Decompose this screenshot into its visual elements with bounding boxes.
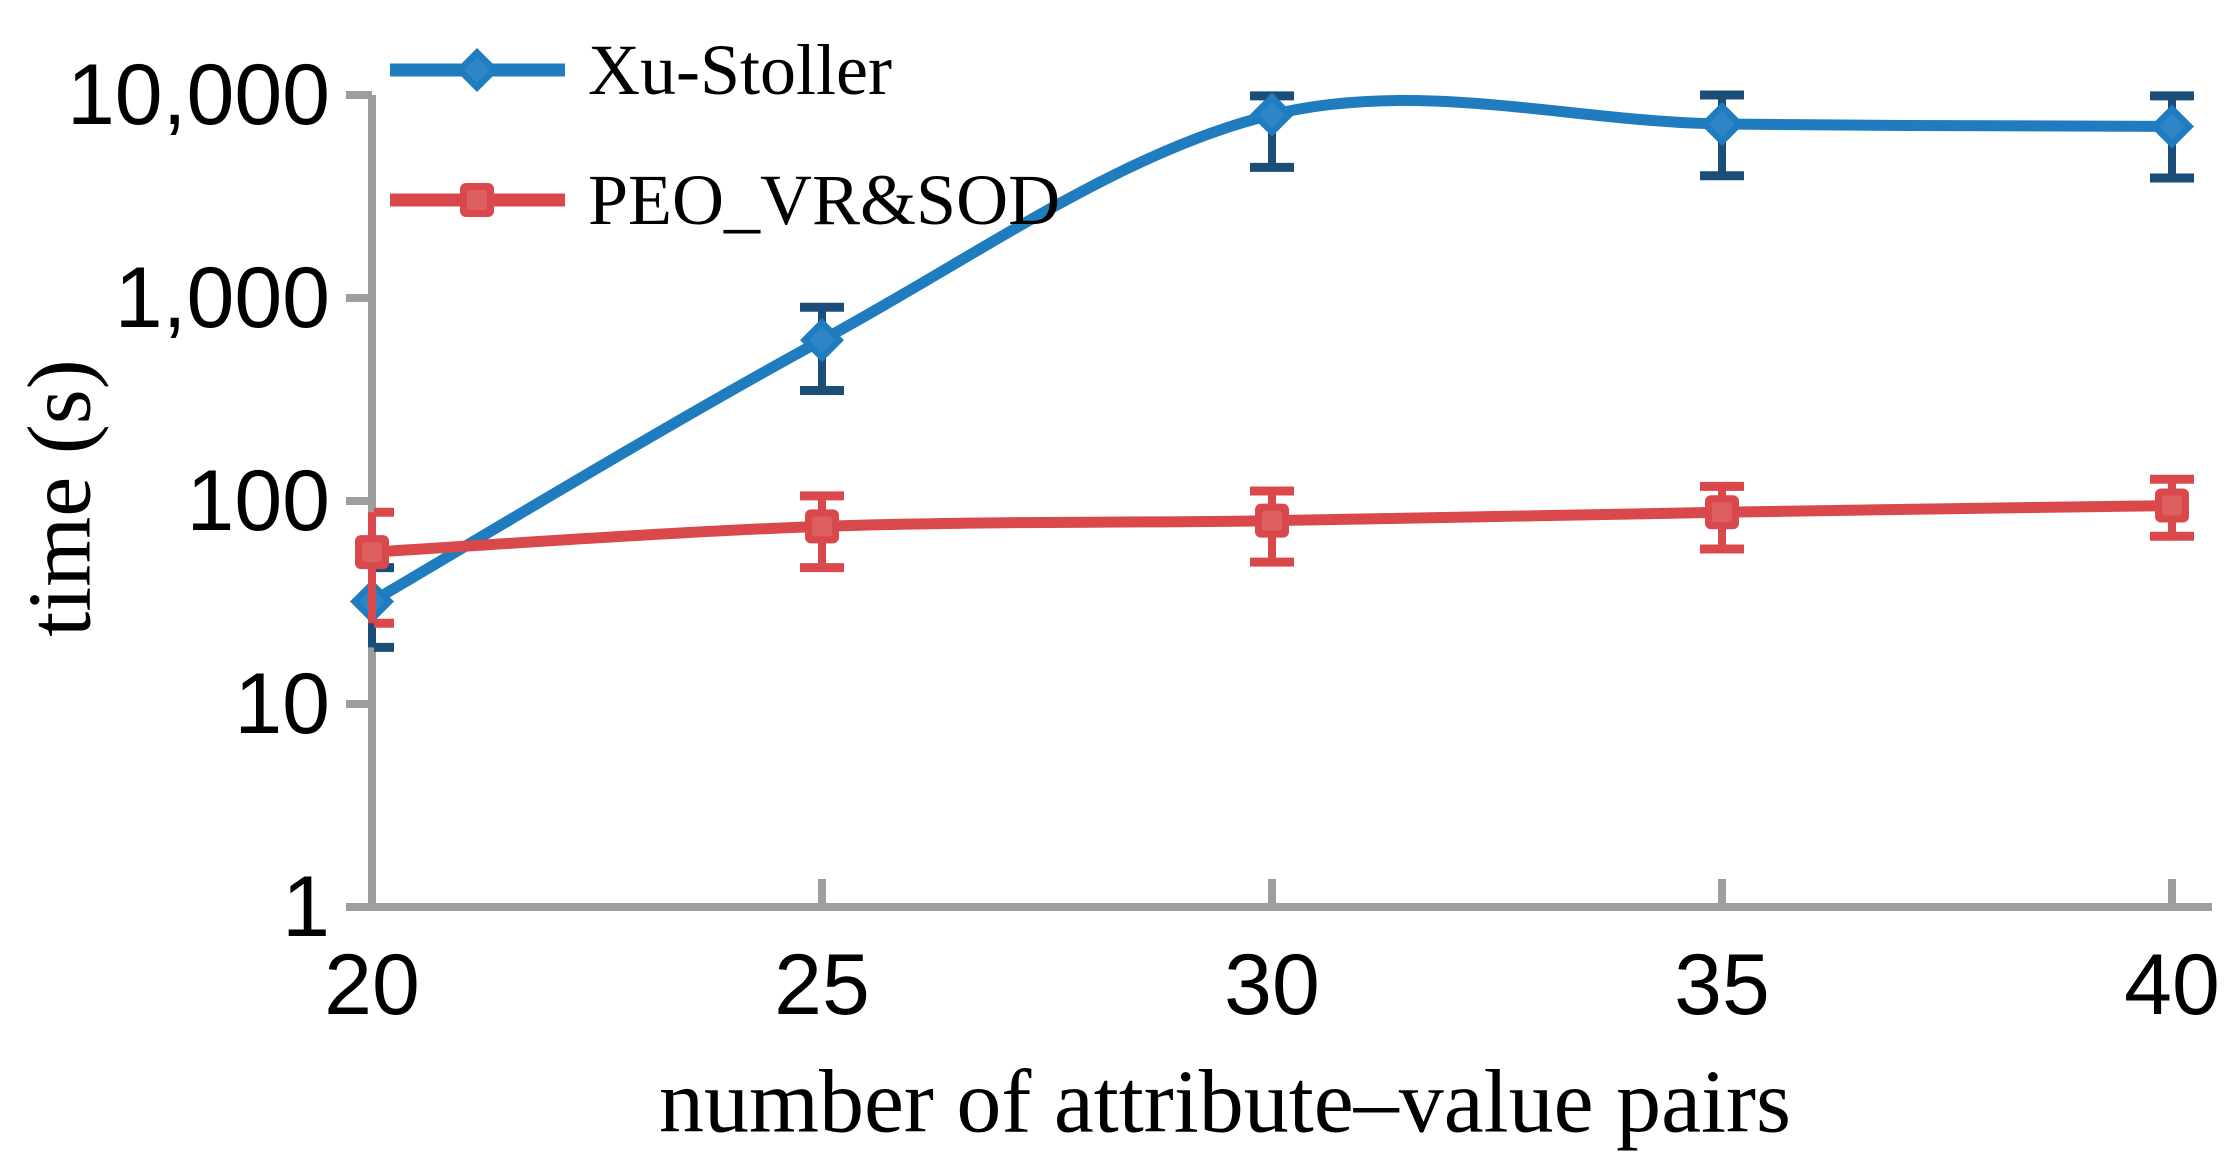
legend-entry-xu-stoller: Xu-Stoller (390, 30, 892, 110)
y-tick-label: 10,000 (67, 47, 330, 143)
marker-square-inner (1262, 510, 1282, 531)
x-tick-label: 20 (324, 937, 420, 1033)
y-tick-label: 1,000 (115, 250, 330, 346)
legend-label-xu-stoller: Xu-Stoller (588, 30, 892, 110)
x-tick-label: 40 (2124, 937, 2220, 1033)
legend: Xu-Stoller PEO_VR&SOD (390, 30, 1060, 240)
plot-area (350, 90, 2194, 652)
marker-square-inner (362, 542, 382, 563)
legend-marker-diamond-inner (464, 57, 490, 83)
marker-diamond-inner (2159, 113, 2185, 140)
marker-diamond-inner (1709, 110, 1735, 137)
y-tick-label: 1 (282, 859, 330, 955)
y-tick-label: 100 (187, 453, 331, 549)
legend-entry-peo-vr-sod: PEO_VR&SOD (390, 160, 1060, 240)
marker-square-inner (1712, 502, 1732, 523)
marker-square-inner (812, 516, 832, 537)
series-peo-vr-sod (355, 474, 2194, 628)
x-tick-label: 25 (774, 937, 870, 1033)
x-tick-label: 35 (1674, 937, 1770, 1033)
marker-diamond-inner (809, 327, 835, 354)
x-axis-title: number of attribute–value pairs (659, 1053, 1791, 1152)
marker-square-inner (2162, 495, 2182, 516)
axes: 10,000 1,000 100 10 120 25 30 35 40 (67, 47, 2220, 1033)
legend-marker-square-inner (467, 190, 487, 210)
legend-label-peo-vr-sod: PEO_VR&SOD (588, 160, 1060, 240)
y-axis-title: time (s) (11, 359, 110, 636)
y-tick-label: 10 (234, 656, 330, 752)
x-tick-label: 30 (1224, 937, 1320, 1033)
marker-diamond-inner (1259, 101, 1285, 128)
